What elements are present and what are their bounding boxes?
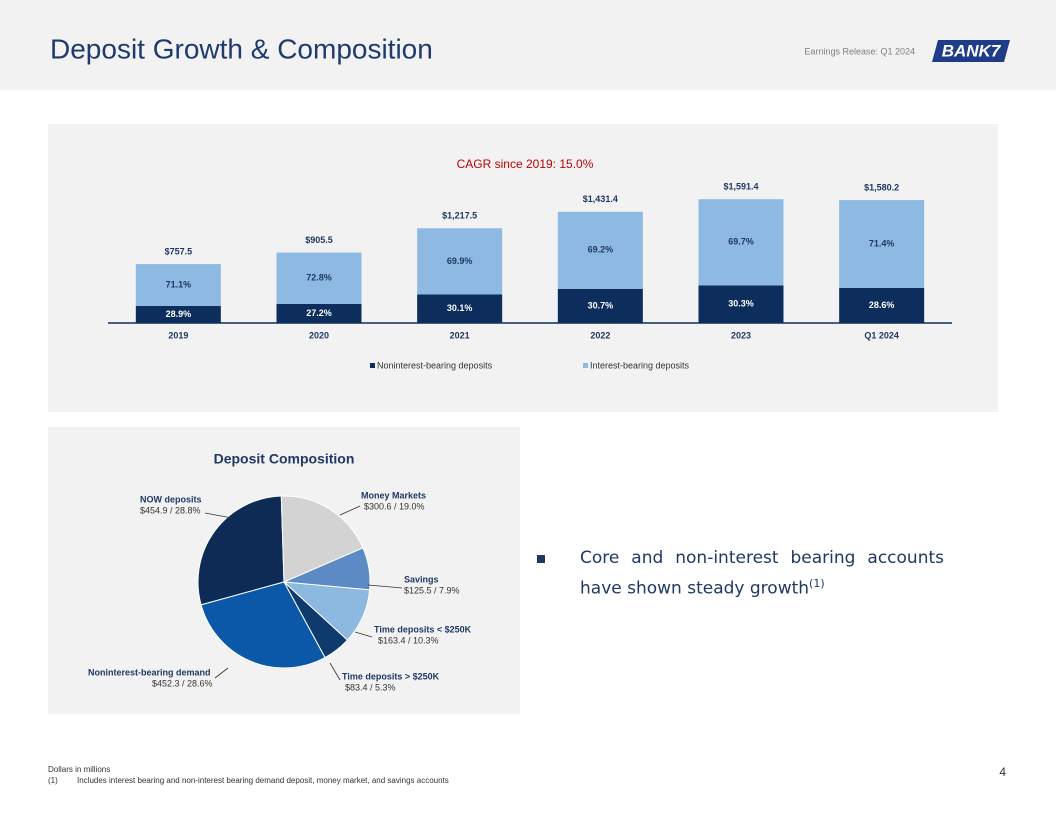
pie-slice bbox=[200, 581, 326, 669]
bar-segment bbox=[135, 264, 221, 306]
pie-slice bbox=[280, 495, 364, 583]
total-label: $1,431.4 bbox=[583, 194, 618, 204]
segment-label: 69.7% bbox=[728, 237, 754, 247]
chart-title: CAGR since 2019: 15.0% bbox=[457, 157, 594, 171]
legend-swatch bbox=[583, 363, 588, 368]
bar-segment bbox=[417, 228, 503, 295]
slice-name: NOW deposits bbox=[140, 494, 202, 504]
total-label: $1,580.2 bbox=[864, 182, 899, 192]
leader-line bbox=[329, 662, 341, 681]
segment-label: 71.4% bbox=[869, 238, 895, 248]
bullet: Core and non-interest bearing accounts h… bbox=[580, 546, 944, 602]
slice-value: $300.6 / 19.0% bbox=[364, 501, 425, 511]
segment-label: 71.1% bbox=[166, 279, 192, 289]
leader-line bbox=[339, 505, 361, 516]
slice-value: $454.9 / 28.8% bbox=[140, 505, 201, 515]
total-label: $1,217.5 bbox=[442, 211, 477, 221]
segment-label: 72.8% bbox=[306, 273, 332, 283]
slice-value: $83.4 / 5.3% bbox=[345, 682, 396, 692]
x-tick-label: 2020 bbox=[309, 330, 329, 340]
segment-label: 30.1% bbox=[447, 303, 473, 313]
segment-label: 30.3% bbox=[728, 299, 754, 309]
slice-name: Savings bbox=[404, 574, 439, 584]
chart-title: Deposit Composition bbox=[214, 451, 355, 467]
bar-segment bbox=[839, 287, 925, 323]
leader-line bbox=[204, 512, 233, 519]
bar-segment bbox=[839, 200, 925, 288]
bar-segment bbox=[557, 288, 643, 323]
legend-label: Interest-bearing deposits bbox=[590, 360, 690, 370]
x-tick-label: 2022 bbox=[590, 330, 610, 340]
slice-value: $452.3 / 28.6% bbox=[152, 678, 213, 688]
logo: BANK7 bbox=[942, 41, 1002, 60]
slice-name: Noninterest-bearing demand bbox=[88, 667, 211, 677]
bar-segment bbox=[698, 285, 784, 323]
x-tick-label: 2023 bbox=[731, 330, 751, 340]
bullet-note: (1) bbox=[809, 577, 825, 590]
footnote-marker: (1) bbox=[48, 776, 58, 785]
header-band bbox=[0, 0, 1056, 90]
bar-segment bbox=[276, 303, 362, 323]
segment-label: 28.9% bbox=[166, 309, 192, 319]
legend-label: Noninterest-bearing deposits bbox=[377, 360, 493, 370]
bullet-text: Core and non-interest bearing accounts h… bbox=[580, 548, 944, 599]
x-tick-label: 2019 bbox=[168, 330, 188, 340]
segment-label: 69.2% bbox=[588, 245, 614, 255]
legend-swatch bbox=[370, 363, 375, 368]
total-label: $757.5 bbox=[165, 246, 193, 256]
slice-value: $163.4 / 10.3% bbox=[378, 635, 439, 645]
slice-name: Time deposits > $250K bbox=[342, 671, 440, 681]
bar-segment bbox=[276, 252, 362, 304]
x-tick-label: 2021 bbox=[450, 330, 470, 340]
bar-segment bbox=[557, 211, 643, 289]
segment-label: 28.6% bbox=[869, 300, 895, 310]
total-label: $905.5 bbox=[305, 235, 333, 245]
release-label: Earnings Release: Q1 2024 bbox=[804, 46, 915, 56]
slide-title: Deposit Growth & Composition bbox=[50, 33, 433, 64]
bullet-marker bbox=[537, 555, 545, 563]
x-tick-label: Q1 2024 bbox=[864, 330, 899, 340]
bar-segment bbox=[698, 199, 784, 286]
page-number: 4 bbox=[999, 765, 1006, 779]
leader-line bbox=[367, 584, 403, 589]
total-label: $1,591.4 bbox=[723, 182, 758, 192]
segment-label: 27.2% bbox=[306, 308, 332, 318]
slice-name: Money Markets bbox=[361, 490, 426, 500]
leader-line bbox=[354, 631, 373, 638]
bar-segment bbox=[135, 305, 221, 323]
logo-shape bbox=[932, 40, 1010, 62]
slice-name: Time deposits < $250K bbox=[374, 624, 472, 634]
segment-label: 69.9% bbox=[447, 256, 473, 266]
footer-note: Dollars in millions bbox=[48, 765, 110, 774]
slice-value: $125.5 / 7.9% bbox=[404, 585, 460, 595]
footnote: Includes interest bearing and non-intere… bbox=[77, 776, 449, 785]
pie-slice bbox=[197, 495, 285, 606]
bar-segment bbox=[417, 294, 503, 323]
leader-line bbox=[214, 667, 229, 679]
segment-label: 30.7% bbox=[588, 300, 614, 310]
